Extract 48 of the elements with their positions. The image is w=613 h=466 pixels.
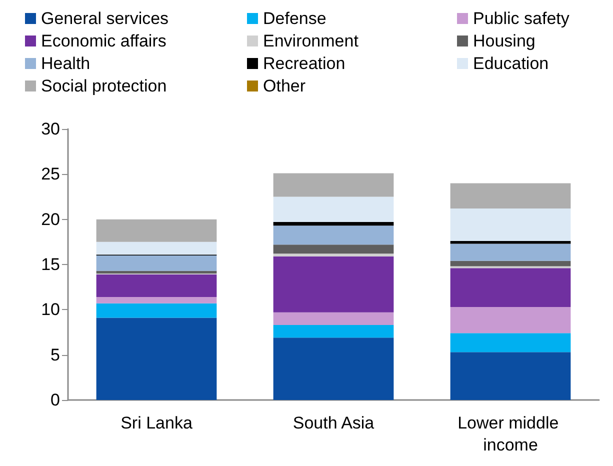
x-tick-label: South Asia (292, 414, 375, 432)
bar (273, 254, 394, 256)
bar (96, 303, 217, 318)
legend-label: Social protection (41, 76, 167, 96)
bar (96, 242, 217, 255)
y-tick-label: 10 (41, 300, 60, 320)
bar (450, 244, 571, 261)
legend-label: Public safety (473, 9, 570, 28)
bar (450, 268, 571, 307)
y-tick-label: 25 (41, 164, 60, 184)
y-tick-label: 20 (41, 210, 60, 229)
bar (273, 244, 394, 254)
x-tick-label: Lower middle income (458, 414, 564, 454)
legend-label: Other (263, 76, 306, 96)
bar (96, 297, 217, 304)
bar (450, 208, 571, 242)
y-tick-label: 30 (41, 120, 60, 138)
legend-label: Economic affairs (41, 32, 166, 50)
bar (96, 255, 217, 271)
legend-label: Environment (263, 32, 359, 50)
y-tick-label: 0 (50, 390, 60, 410)
legend-label: Education (473, 54, 549, 73)
bar (273, 325, 394, 338)
bar (273, 173, 394, 197)
bar (450, 260, 571, 266)
bar (450, 183, 571, 208)
bar (96, 274, 217, 298)
bar (450, 333, 571, 352)
legend-label: Health (41, 54, 90, 73)
bar (273, 222, 394, 226)
bar (273, 226, 394, 245)
bar (450, 306, 571, 334)
bar (96, 270, 217, 274)
bar (450, 352, 571, 400)
y-tick-label: 5 (50, 345, 60, 364)
y-tick-label: 15 (41, 255, 60, 274)
legend-label: Defense (263, 9, 326, 28)
bar (96, 318, 217, 400)
x-tick-label: Sri Lanka (120, 414, 193, 432)
legend-label: Housing (473, 32, 536, 50)
bar (450, 241, 571, 244)
bar (273, 312, 394, 326)
bar (273, 338, 394, 400)
bar (273, 196, 394, 222)
legend-label: General services (41, 9, 169, 28)
bar (96, 219, 217, 242)
bar (273, 256, 394, 312)
legend-label: Recreation (263, 54, 346, 73)
